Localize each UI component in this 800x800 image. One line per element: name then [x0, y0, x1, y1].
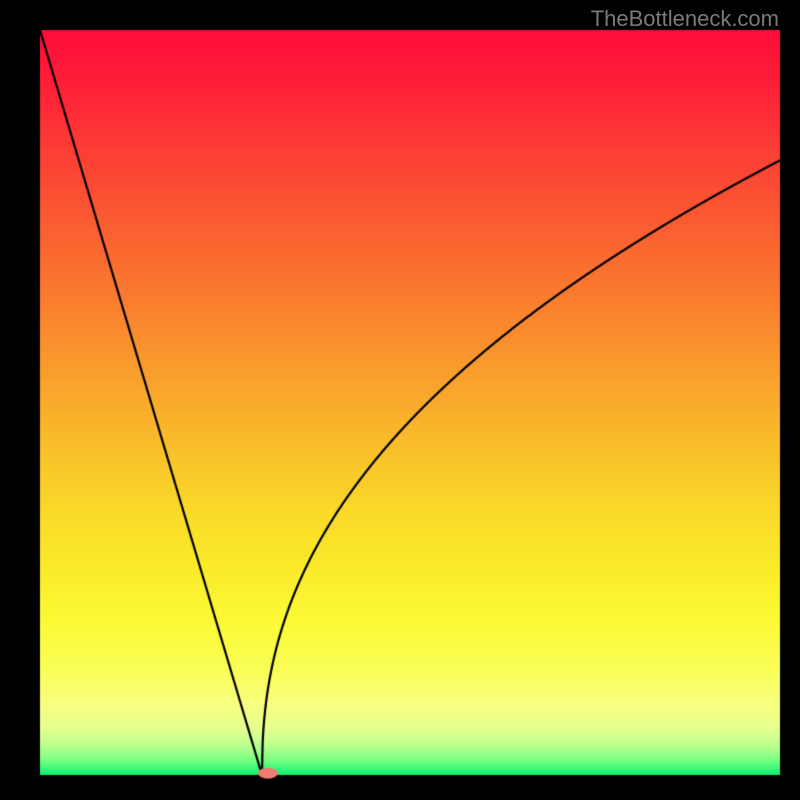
chart-container: TheBottleneck.com — [0, 0, 800, 800]
bottleneck-chart — [0, 0, 800, 800]
watermark-text: TheBottleneck.com — [591, 6, 779, 32]
